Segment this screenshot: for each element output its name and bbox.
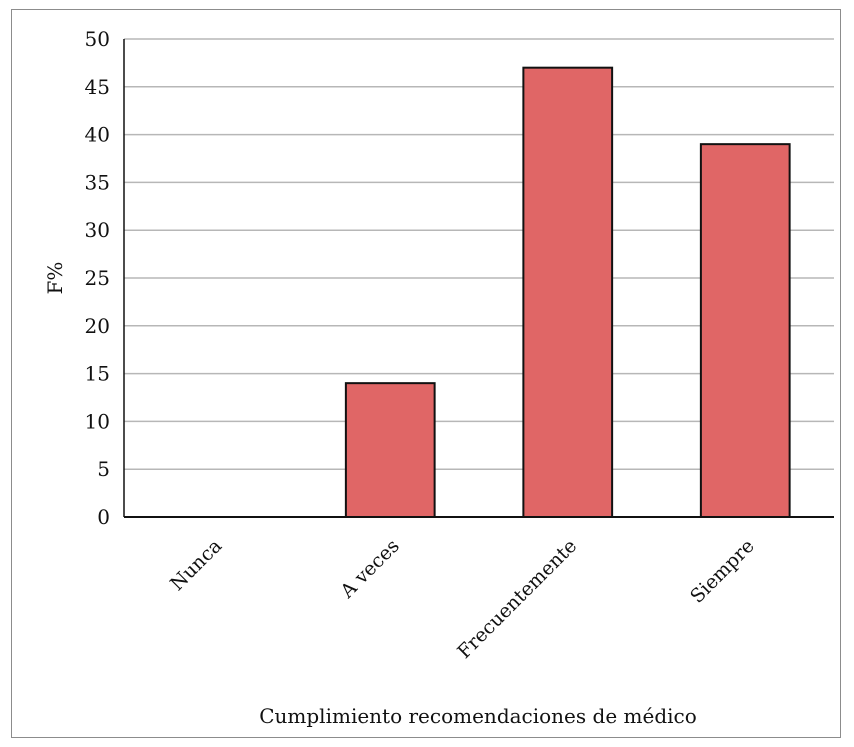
y-tick-label: 50 (85, 27, 110, 51)
bar-a-veces (344, 382, 436, 518)
y-tick-label: 30 (85, 218, 110, 242)
y-tick-label: 0 (97, 505, 110, 529)
x-category-label: A veces (336, 535, 404, 603)
y-tick-label: 45 (85, 75, 110, 99)
x-category-label: Siempre (686, 535, 759, 608)
y-tick-label: 15 (85, 362, 110, 386)
y-tick-label: 20 (85, 314, 110, 338)
x-category-label: Frecuentemente (453, 535, 581, 663)
y-tick-label: 25 (85, 266, 110, 290)
x-axis-title: Cumplimiento recomendaciones de médico (259, 704, 697, 728)
y-tick-labels: 0 5 10 15 20 25 30 35 40 45 50 (85, 27, 110, 529)
bar-siempre (699, 143, 791, 518)
x-category-labels: Nunca A veces Frecuentemente Siempre (166, 535, 759, 663)
y-tick-label: 35 (85, 170, 110, 194)
y-tick-label: 10 (85, 409, 110, 433)
y-axis-title: F% (43, 262, 67, 295)
x-category-label: Nunca (166, 535, 226, 595)
y-tick-label: 40 (85, 123, 110, 147)
bars (124, 66, 834, 519)
y-tick-label: 5 (97, 457, 110, 481)
bar-frecuentemente (522, 66, 614, 519)
